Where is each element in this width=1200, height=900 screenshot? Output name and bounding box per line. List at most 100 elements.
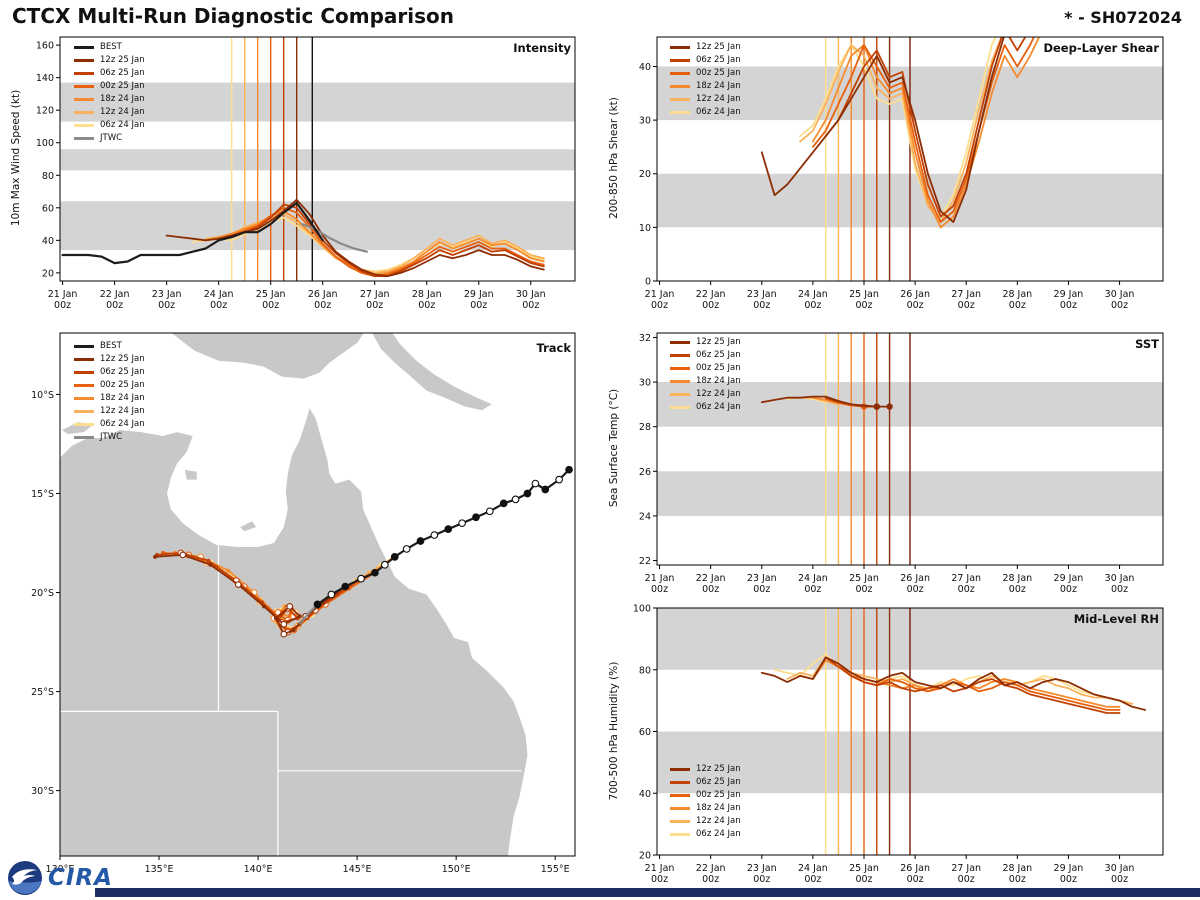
x-tick-label: 26 Jan [308,289,338,300]
noaa-logo [8,861,42,895]
legend-label: 12z 24 Jan [696,816,741,827]
plot-frame [656,332,1164,566]
legend-sst: 12z 25 Jan 06z 25 Jan 00z 25 Jan 18z 24 Jan… [670,337,741,413]
panel-shear: 0 10 20 30 40 21 Jan 00z 22 Jan 00z 23 Jan 00z 24 J… [600,30,1200,330]
x-tick-label: 22 Jan [100,289,130,300]
legend-item-r12z25: 12z 25 Jan [670,337,741,348]
x-tick-label: 29 Jan [1054,863,1084,874]
panel-title-intensity: Intensity [513,41,571,55]
track-position-marker [274,608,282,616]
x-tick-label: 00z [907,300,924,311]
y-tick-label: 26 [639,467,651,478]
legend-label: 12z 24 Jan [696,94,741,105]
legend-item-r06z25: 06z 25 Jan [670,350,741,361]
x-tick-label: 00z [804,584,821,595]
legend-swatch [74,344,94,348]
legend-swatch [74,383,94,387]
legend-item-r18z24: 18z 24 Jan [74,94,145,105]
series-r12z25 [760,395,891,408]
legend-swatch [74,396,94,400]
x-tick-label: 00z [753,300,770,311]
legend-swatch [74,409,94,413]
lon-tick-label: 130°E [46,864,75,875]
track-jtwc [298,603,319,625]
legend-label: 18z 24 Jan [100,393,145,404]
x-tick-label: 28 Jan [412,289,442,300]
legend-item-r18z24: 18z 24 Jan [670,376,741,387]
legend-item-r00z25: 00z 25 Jan [670,790,741,801]
x-tick-label: 26 Jan [900,289,930,300]
x-tick-label: 00z [418,300,435,311]
x-tick-label: 00z [651,874,668,885]
plot-frame [59,36,576,282]
legend-swatch [670,806,690,810]
series-r12z25 [760,37,1005,223]
track-position-marker [380,560,389,569]
lat-tick-label: 15°S [31,489,54,500]
x-tick-label: 00z [210,300,227,311]
legend-swatch [74,357,94,361]
x-tick-label: 00z [907,584,924,595]
legend-swatch [670,97,690,101]
series-r06z25 [824,656,1121,714]
sst-y-axis-label: Sea Surface Temp (°C) [608,388,620,508]
series-r12z25 [760,656,1146,711]
track-position-marker [341,582,350,591]
legend-intensity: BEST 12z 25 Jan 06z 25 Jan 00z 25 Jan 18z 24… [74,42,145,144]
y-tick-label: 40 [42,236,54,247]
x-tick-label: 27 Jan [951,573,981,584]
y-tick-label: 28 [639,422,651,433]
legend-label: BEST [100,341,122,352]
landmass [171,333,364,379]
footer-logos: CIRA [6,857,113,899]
x-tick-label: 00z [470,300,487,311]
track-position-marker [291,628,296,633]
x-tick-label: 00z [366,300,383,311]
legend-label: 12z 25 Jan [100,354,145,365]
x-tick-label: 30 Jan [516,289,546,300]
legend-swatch [74,370,94,374]
legend-item-best: BEST [74,341,145,352]
panel-track: 130°E 135°E 140°E 145°E 150°E 155°E 10°S 15°S 20… [0,325,600,900]
y-tick-label: 20 [42,268,54,279]
legend-swatch [74,110,94,114]
page-title: CTCX Multi-Run Diagnostic Comparison [12,4,454,28]
panel-title-rh: Mid-Level RH [1073,612,1159,626]
legend-swatch [670,793,690,797]
panel-intensity: 20 40 60 80 100 120 140 160 21 Jan 00z 22 Jan 00z 23… [0,30,600,330]
lat-tick-label: 20°S [31,588,54,599]
legend-item-r12z24: 12z 24 Jan [670,94,741,105]
y-tick-label: 40 [639,789,651,800]
x-tick-label: 25 Jan [849,573,879,584]
panel-rh: 20 40 60 80 100 21 Jan 00z 22 Jan 00z 23 Jan 00z 24… [600,598,1200,898]
legend-swatch [74,71,94,75]
legend-item-r06z25: 06z 25 Jan [670,777,741,788]
legend-item-r18z24: 18z 24 Jan [670,81,741,92]
y-tick-label: 20 [639,851,651,862]
x-tick-label: 00z [1111,300,1128,311]
x-tick-label: 00z [1009,300,1026,311]
x-tick-label: 25 Jan [256,289,286,300]
legend-label: 12z 25 Jan [100,55,145,66]
x-tick-label: 00z [106,300,123,311]
footer-bar [95,888,1200,897]
x-tick-label: 00z [702,300,719,311]
legend-label: 12z 25 Jan [696,764,741,775]
track-position-marker [444,525,453,533]
legend-track: BEST 12z 25 Jan 06z 25 Jan 00z 25 Jan 18z 24… [74,341,145,443]
series-r06z25 [824,37,1027,218]
x-tick-label: 00z [958,874,975,885]
track-position-marker [179,551,187,559]
y-tick-label: 100 [36,138,54,149]
x-tick-label: 21 Jan [645,863,675,874]
x-tick-label: 00z [1009,584,1026,595]
x-tick-label: 22 Jan [696,863,726,874]
x-tick-label: 00z [651,584,668,595]
track-position-marker [511,495,520,504]
track-position-marker [565,465,573,474]
x-tick-label: 00z [702,584,719,595]
legend-item-r12z24: 12z 24 Jan [74,107,145,118]
y-tick-label: 20 [639,169,651,180]
track-position-marker [430,531,439,539]
